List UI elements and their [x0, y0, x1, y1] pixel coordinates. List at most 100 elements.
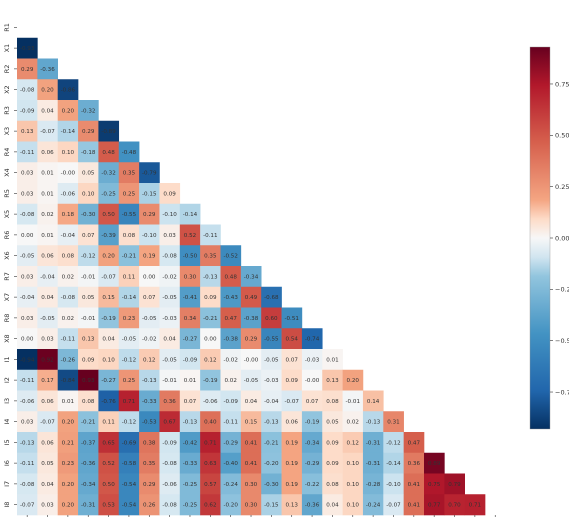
heatmap-cell-I7-I5	[424, 473, 445, 495]
heatmap-cell-R8-X3	[118, 307, 140, 329]
heatmap-cell-I2-X8	[322, 369, 343, 391]
cell-value-label: 0.60	[265, 316, 278, 322]
cell-value-label: 0.03	[41, 337, 54, 343]
y-tick-label-X6: X6	[3, 251, 11, 260]
heatmap-cell-I5-R1	[17, 432, 38, 454]
heatmap-cell-I3-X8	[322, 390, 343, 412]
heatmap-cell-X6-R3	[98, 245, 120, 267]
heatmap-cell-I6-I1	[342, 452, 364, 474]
y-tick-label-I3: I3	[3, 398, 11, 404]
cell-value-label: -0.27	[183, 337, 198, 343]
cell-value-label: 0.00	[21, 337, 34, 343]
heatmap-cell-R3-R1	[17, 100, 38, 122]
cell-value-label: 0.02	[41, 212, 53, 218]
cell-value-label: -0.06	[203, 399, 218, 405]
heatmap-cell-I7-R4	[139, 473, 160, 495]
heatmap-cell-I3-R7	[261, 390, 282, 412]
heatmap-cell-R6-X5	[200, 224, 221, 246]
heatmap-cell-I8-X3	[118, 494, 140, 516]
heatmap-cell-I3-R2	[57, 390, 79, 412]
cell-value-label: -0.05	[122, 337, 137, 343]
heatmap-cell-X6-X4	[159, 245, 181, 267]
heatmap-cell-I8-X6	[240, 494, 262, 516]
cell-value-label: 0.03	[21, 191, 34, 197]
heatmap-cell-I6-I3	[383, 452, 404, 474]
y-tick-label-X8: X8	[3, 334, 11, 343]
heatmap-cell-I2-R5	[179, 369, 201, 391]
cell-value-label: 0.12	[204, 357, 216, 363]
heatmap-cell-R5-X3	[118, 183, 140, 205]
heatmap-cell-I6-X7	[281, 452, 303, 474]
heatmap-cell-I6-I2	[362, 452, 384, 474]
cell-value-label: -0.19	[305, 420, 320, 426]
heatmap-cell-X2-R1	[17, 79, 38, 101]
heatmap-cell-I7-X4	[159, 473, 181, 495]
heatmap-cell-I8-I2	[362, 494, 384, 516]
heatmap-cell-X8-X1	[37, 328, 58, 350]
heatmap-cell-X7-R5	[179, 286, 201, 308]
heatmap-cell-X8-R6	[220, 328, 242, 350]
heatmap-cell-I3-R6	[220, 390, 242, 412]
heatmap-cell-I4-R8	[301, 411, 323, 433]
cell-value-label: 0.04	[102, 337, 115, 343]
cell-value-label: 0.13	[21, 129, 34, 135]
cell-value-label: 0.29	[82, 129, 95, 135]
cell-value-label: -0.05	[244, 378, 259, 384]
cell-value-label: -0.21	[81, 420, 96, 426]
heatmap-cell-I7-R1	[17, 473, 38, 495]
heatmap-cell-R8-R7	[261, 307, 282, 329]
cell-value-label: -0.06	[61, 191, 76, 197]
cell-value-label: -0.30	[264, 482, 279, 488]
heatmap-cell-I7-R6	[220, 473, 242, 495]
heatmap-cell-R4-R2	[57, 141, 79, 163]
y-tick-label-I7: I7	[3, 481, 11, 487]
heatmap-cell-I2-R4	[139, 369, 160, 391]
heatmap-cell-I1-R2	[57, 349, 79, 371]
y-tick-label-I5: I5	[3, 439, 11, 445]
cell-value-label: 0.57	[204, 482, 217, 488]
heatmap-cell-I8-R1	[17, 494, 38, 516]
heatmap-cell-R8-X2	[78, 307, 99, 329]
heatmap-cell-X6-R4	[139, 245, 160, 267]
cell-value-label: 0.02	[347, 420, 359, 426]
heatmap-cell-I2-R3	[98, 369, 120, 391]
cell-value-label: 0.34	[184, 316, 197, 322]
heatmap-cell-I2-X4	[159, 369, 181, 391]
cell-value-label: 0.30	[245, 482, 258, 488]
heatmap-cell-X8-X3	[118, 328, 140, 350]
heatmap-cell-I7-I1	[342, 473, 364, 495]
heatmap-cell-I6-X1	[37, 452, 58, 474]
heatmap-cell-R4-X2	[78, 141, 99, 163]
heatmap-cell-I5-R7	[261, 432, 282, 454]
y-tick-label-R8: R8	[3, 314, 11, 323]
y-tick-label-R4: R4	[3, 148, 11, 157]
heatmap-cell-R6-R1	[17, 224, 38, 246]
heatmap-cell-I6-X3	[118, 452, 140, 474]
heatmap-cell-I4-R5	[179, 411, 201, 433]
cell-value-label: 0.01	[41, 191, 54, 197]
y-tick-label-R3: R3	[3, 106, 11, 115]
heatmap-cell-X7-X3	[118, 286, 140, 308]
heatmap-cell-I1-X1	[37, 349, 58, 371]
cell-value-label: 0.04	[163, 337, 176, 343]
heatmap-cell-I7-I2	[362, 473, 384, 495]
heatmap-cell-I2-X3	[118, 369, 140, 391]
cell-value-label: 0.06	[41, 440, 54, 446]
cell-value-label: 0.38	[143, 440, 156, 446]
cell-value-label: -0.08	[20, 212, 35, 218]
heatmap-cell-I7-R8	[301, 473, 323, 495]
heatmap-cell-I8-R3	[98, 494, 120, 516]
heatmap-cell-R8-X4	[159, 307, 181, 329]
heatmap-cell-I4-R2	[57, 411, 79, 433]
heatmap-cell-X8-X5	[200, 328, 221, 350]
cell-value-label: -0.05	[162, 357, 177, 363]
cell-value-label: -0.03	[162, 316, 177, 322]
heatmap-cell-I6-X4	[159, 452, 181, 474]
cell-value-label: 0.26	[143, 503, 156, 509]
cell-value-label: -0.22	[305, 482, 319, 488]
cell-value-label: 0.07	[285, 357, 298, 363]
cell-value-label: 0.71	[204, 440, 217, 446]
cell-value-label: -0.12	[81, 254, 95, 260]
heatmap-cell-I4-I1	[342, 411, 364, 433]
cell-value-label: -0.12	[386, 440, 400, 446]
